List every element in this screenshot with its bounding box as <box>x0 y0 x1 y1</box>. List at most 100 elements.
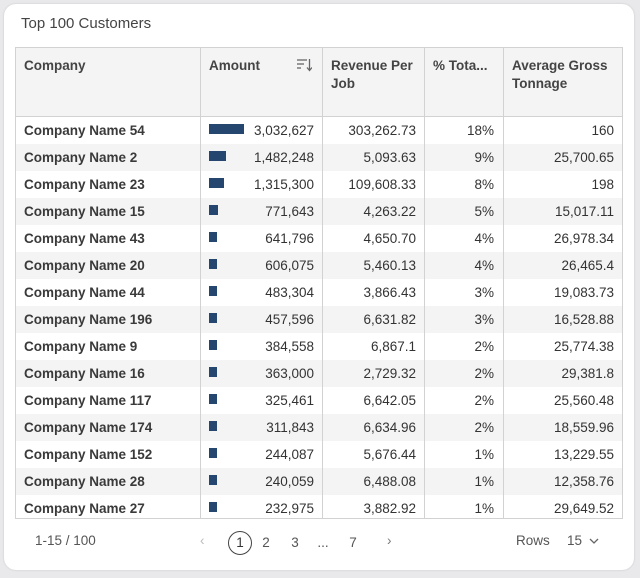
pct-total-cell: 2% <box>425 387 504 414</box>
table-row[interactable]: Company Name 44 483,304 3,866.43 3% 19,083.7… <box>16 279 622 306</box>
previous-page-icon[interactable]: ‹ <box>200 533 205 548</box>
avg-gross-tonnage-cell: 15,017.11 <box>504 198 622 225</box>
amount-bar <box>209 313 217 323</box>
column-header-amount[interactable]: Amount <box>201 48 323 116</box>
avg-gross-tonnage-cell: 13,229.55 <box>553 447 614 462</box>
table-row[interactable]: Company Name 23 1,315,300 109,608.33 8% 198 <box>16 171 622 198</box>
amount-cell: 606,075 <box>201 252 323 279</box>
row-range-label: 1-15 / 100 <box>35 533 96 548</box>
column-header-avg-gross-tonnage[interactable]: Average Gross Tonnage <box>504 48 622 116</box>
amount-bar <box>209 367 217 377</box>
avg-gross-tonnage-cell: 29,381.8 <box>504 360 622 387</box>
pct-total-cell: 4% <box>425 252 504 279</box>
company-cell: Company Name 43 <box>16 225 201 252</box>
company-cell: Company Name 16 <box>16 360 201 387</box>
company-cell: Company Name 23 <box>16 171 201 198</box>
table-row[interactable]: Company Name 16 363,000 2,729.32 2% 29,381.8 <box>16 360 622 387</box>
amount-bar <box>209 151 226 161</box>
amount-bar <box>209 178 224 188</box>
amount-bar <box>209 394 217 404</box>
company-cell: Company Name 20 <box>16 252 201 279</box>
amount-value: 606,075 <box>265 258 314 273</box>
page-button-3[interactable]: 3 <box>291 535 299 550</box>
table-row[interactable]: Company Name 196 457,596 6,631.82 3% 16,528.… <box>16 306 622 333</box>
page-button-2[interactable]: 2 <box>262 535 270 550</box>
table-row[interactable]: Company Name 28 240,059 6,488.08 1% 12,358.7… <box>16 468 622 495</box>
pct-total-cell: 18% <box>425 117 504 144</box>
amount-value: 244,087 <box>265 447 314 462</box>
table-row[interactable]: Company Name 9 384,558 6,867.1 2% 25,774.38 <box>16 333 622 360</box>
revenue-per-job-cell: 4,650.70 <box>323 225 425 252</box>
avg-gross-tonnage-cell: 160 <box>591 123 614 138</box>
table-row[interactable]: Company Name 152 244,087 5,676.44 1% 13,229.… <box>16 441 622 468</box>
table-header: Company Amount Revenue Per Job % Tota...… <box>16 48 622 117</box>
pagination: 1-15 / 100 ‹ 1 2 3 ... 7 › Rows 15 <box>4 524 634 564</box>
avg-gross-tonnage-cell: 19,083.73 <box>553 285 614 300</box>
amount-value: 384,558 <box>265 339 314 354</box>
avg-gross-tonnage-cell: 198 <box>591 177 614 192</box>
page-button-7[interactable]: 7 <box>349 535 357 550</box>
table-row[interactable]: Company Name 43 641,796 4,650.70 4% 26,978.3… <box>16 225 622 252</box>
amount-bar <box>209 340 217 350</box>
avg-gross-tonnage-cell: 25,560.48 <box>553 393 614 408</box>
amount-value: 232,975 <box>265 501 314 516</box>
table-row[interactable]: Company Name 54 3,032,627 303,262.73 18% 160 <box>16 117 622 144</box>
column-header-company[interactable]: Company <box>16 48 201 116</box>
chevron-down-icon[interactable] <box>589 537 599 545</box>
table-row[interactable]: Company Name 2 1,482,248 5,093.63 9% 25,700.… <box>16 144 622 171</box>
table-row[interactable]: Company Name 27 232,975 3,882.92 1% 29,649.5… <box>16 495 622 518</box>
column-label: Revenue Per Job <box>331 58 413 91</box>
column-label: % Tota... <box>433 58 488 73</box>
revenue-per-job-cell: 3,882.92 <box>323 495 425 518</box>
column-header-revenue-per-job[interactable]: Revenue Per Job <box>323 48 425 116</box>
amount-value: 3,032,627 <box>253 123 314 138</box>
pct-total-cell: 1% <box>425 495 504 518</box>
amount-bar <box>209 475 217 485</box>
avg-gross-tonnage-cell: 16,528.88 <box>504 306 622 333</box>
amount-value: 311,843 <box>266 420 314 435</box>
pct-total-cell: 2% <box>425 360 504 387</box>
amount-cell: 1,482,248 <box>201 144 323 171</box>
amount-cell: 240,059 <box>201 468 323 495</box>
rows-per-page-label: Rows <box>516 533 550 548</box>
table-row[interactable]: Company Name 20 606,075 5,460.13 4% 26,465.4 <box>16 252 622 279</box>
amount-bar <box>209 286 217 296</box>
avg-gross-tonnage-cell: 29,649.52 <box>553 501 614 516</box>
rows-per-page-select[interactable]: 15 <box>567 533 583 548</box>
avg-gross-tonnage-cell: 12,358.76 <box>504 468 622 495</box>
pct-total-cell: 2% <box>425 333 504 360</box>
revenue-per-job-cell: 2,729.32 <box>323 360 425 387</box>
page-button-1[interactable]: 1 <box>228 531 252 555</box>
company-cell: Company Name 117 <box>16 387 201 414</box>
revenue-per-job-cell: 6,488.08 <box>323 468 425 495</box>
company-cell: Company Name 152 <box>16 441 201 468</box>
table-row[interactable]: Company Name 117 325,461 6,642.05 2% 25,560.… <box>16 387 622 414</box>
table-row[interactable]: Company Name 15 771,643 4,263.22 5% 15,017.1… <box>16 198 622 225</box>
amount-bar <box>209 205 218 215</box>
amount-value: 325,461 <box>265 393 314 408</box>
avg-gross-tonnage-cell: 25,700.65 <box>504 144 622 171</box>
amount-bar <box>209 421 217 431</box>
customers-table: Company Amount Revenue Per Job % Tota...… <box>15 47 623 519</box>
table-row[interactable]: Company Name 174 311,843 6,634.96 2% 18,559.… <box>16 414 622 441</box>
revenue-per-job-cell: 6,867.1 <box>323 333 425 360</box>
revenue-per-job-cell: 6,642.05 <box>323 387 425 414</box>
column-header-pct-total[interactable]: % Tota... <box>425 48 504 116</box>
next-page-icon[interactable]: › <box>387 533 392 548</box>
company-cell: Company Name 27 <box>16 495 201 518</box>
amount-cell: 232,975 <box>201 495 323 518</box>
amount-cell: 641,796 <box>201 225 323 252</box>
widget-title: Top 100 Customers <box>21 15 152 32</box>
amount-cell: 311,843 <box>201 414 323 441</box>
pct-total-cell: 1% <box>425 468 504 495</box>
revenue-per-job-cell: 303,262.73 <box>323 117 425 144</box>
pct-total-cell: 2% <box>425 414 504 441</box>
amount-cell: 771,643 <box>201 198 323 225</box>
amount-cell: 325,461 <box>201 387 323 414</box>
amount-bar <box>209 232 217 242</box>
column-label: Amount <box>209 58 260 73</box>
revenue-per-job-cell: 5,460.13 <box>323 252 425 279</box>
company-cell: Company Name 28 <box>16 468 201 495</box>
amount-cell: 1,315,300 <box>201 171 323 198</box>
sort-descending-icon[interactable] <box>296 58 312 72</box>
